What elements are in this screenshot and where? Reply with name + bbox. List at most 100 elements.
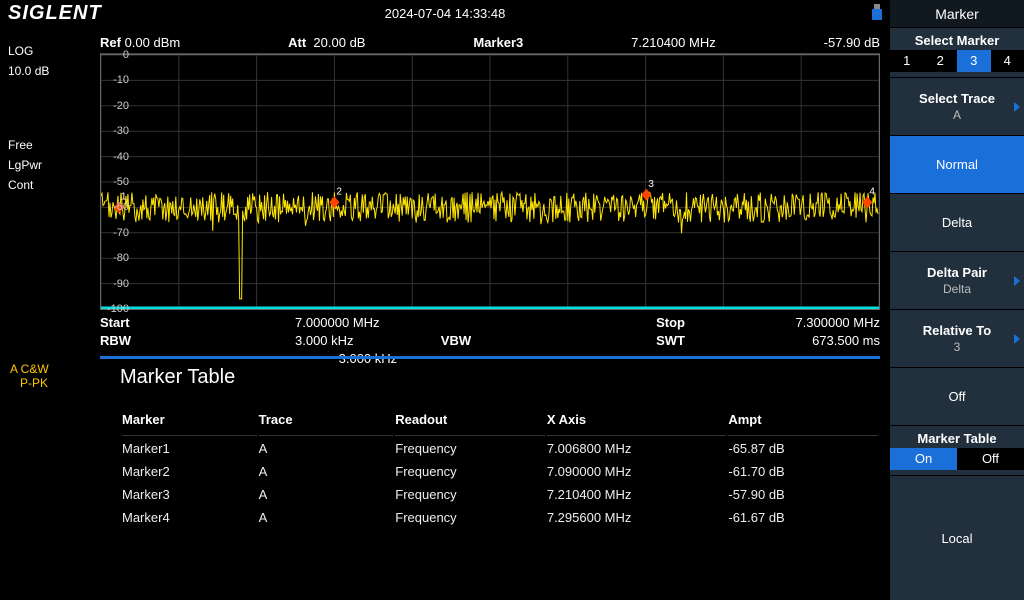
table-cell: Marker3 — [122, 484, 257, 505]
sidebar-title: Marker — [890, 0, 1024, 28]
active-marker-amp: -57.90 dB — [824, 35, 880, 50]
marker-table-header: Marker — [122, 408, 257, 436]
select-marker-label: Select Marker — [890, 33, 1024, 50]
spectrum-plot[interactable]: 0-10-20-30-40-50-60-70-80-90-100 1234 — [100, 54, 880, 310]
normal-label: Normal — [890, 157, 1024, 172]
table-cell: Frequency — [395, 438, 545, 459]
delta-pair-label: Delta Pair — [890, 265, 1024, 280]
relative-to-sub: 3 — [890, 340, 1024, 354]
plot-marker-label: 3 — [648, 179, 654, 190]
y-tick-label: -90 — [113, 278, 129, 290]
table-cell: 7.210400 MHz — [547, 484, 727, 505]
divider-bar — [100, 356, 880, 359]
plot-area: Ref 0.00 dBm Att 20.00 dB Marker3 7.2104… — [100, 32, 880, 354]
table-cell: 7.090000 MHz — [547, 461, 727, 482]
chevron-right-icon — [1014, 102, 1020, 112]
table-cell: A — [259, 461, 394, 482]
y-tick-label: -100 — [107, 303, 129, 315]
start-value: 7.000000 MHz — [295, 315, 380, 330]
ref-value: 0.00 dBm — [125, 35, 181, 50]
plot-marker[interactable] — [641, 189, 651, 201]
y-tick-label: -60 — [113, 201, 129, 213]
att-label: Att — [288, 35, 306, 50]
trace-accent: A C&W P-PK — [0, 362, 49, 390]
vbw-label: VBW — [441, 333, 471, 348]
start-label: Start — [100, 315, 130, 330]
y-mode: LOG — [8, 44, 92, 58]
table-cell: Marker4 — [122, 507, 257, 528]
y-tick-label: -20 — [113, 100, 129, 112]
marker-table: MarkerTraceReadoutX AxisAmpt Marker1AFre… — [120, 406, 880, 530]
usb-icon — [872, 4, 882, 20]
table-cell: A — [259, 438, 394, 459]
stop-value: 7.300000 MHz — [795, 315, 880, 330]
plot-marker-label: 2 — [336, 186, 342, 197]
y-tick-label: -50 — [113, 176, 129, 188]
table-cell: A — [259, 507, 394, 528]
brand-logo: SIGLENT — [0, 2, 102, 25]
marker-table-header: Readout — [395, 408, 545, 436]
chevron-right-icon — [1014, 334, 1020, 344]
marker-table-tabs: OnOff — [890, 448, 1024, 470]
select-trace-value: A — [890, 108, 1024, 122]
plot-footer: Start 7.000000 MHz Stop 7.300000 MHz RBW… — [100, 310, 880, 368]
active-marker-freq: 7.210400 MHz — [631, 35, 716, 50]
sweep-mode: Cont — [8, 178, 92, 192]
ref-label: Ref — [100, 35, 121, 50]
detector-mode: LgPwr — [8, 158, 92, 172]
y-axis-labels: 0-10-20-30-40-50-60-70-80-90-100 — [99, 55, 133, 309]
table-row: Marker3AFrequency7.210400 MHz-57.90 dB — [122, 484, 878, 505]
table-cell: 7.295600 MHz — [547, 507, 727, 528]
normal-button[interactable]: Normal — [890, 136, 1024, 194]
table-cell: -57.90 dB — [728, 484, 878, 505]
plot-header: Ref 0.00 dBm Att 20.00 dB Marker3 7.2104… — [100, 32, 880, 54]
stop-label: Stop — [656, 315, 685, 330]
marker-table-title: Marker Table — [120, 366, 235, 389]
table-cell: Frequency — [395, 484, 545, 505]
delta-label: Delta — [890, 215, 1024, 230]
marker-table-tab[interactable]: Off — [957, 448, 1024, 470]
marker-table-toggle: Marker Table OnOff — [890, 426, 1024, 476]
select-marker-tab[interactable]: 4 — [991, 50, 1024, 72]
local-button[interactable]: Local — [890, 476, 1024, 600]
y-scale: 10.0 dB — [8, 64, 92, 78]
table-cell: -61.67 dB — [728, 507, 878, 528]
local-label: Local — [941, 531, 972, 546]
relative-to-button[interactable]: Relative To 3 — [890, 310, 1024, 368]
select-marker-panel: Select Marker 1234 — [890, 28, 1024, 78]
table-cell: -65.87 dB — [728, 438, 878, 459]
select-marker-tab[interactable]: 3 — [957, 50, 991, 72]
marker-table-header: Ampt — [728, 408, 878, 436]
delta-pair-button[interactable]: Delta Pair Delta — [890, 252, 1024, 310]
top-bar: SIGLENT 2024-07-04 14:33:48 — [0, 0, 890, 26]
active-marker-name: Marker3 — [473, 35, 523, 50]
table-cell: A — [259, 484, 394, 505]
swt-label: SWT — [656, 333, 685, 348]
plot-marker-label: 4 — [869, 186, 875, 197]
plot-svg: 1234 — [101, 55, 879, 309]
delta-pair-sub: Delta — [890, 282, 1024, 296]
y-tick-label: 0 — [123, 49, 129, 61]
marker-table-tab[interactable]: On — [890, 448, 957, 470]
trigger-mode: Free — [8, 138, 92, 152]
trace-accent-line1: A C&W — [10, 362, 49, 376]
swt-value: 673.500 ms — [812, 333, 880, 348]
off-label: Off — [890, 389, 1024, 404]
delta-button[interactable]: Delta — [890, 194, 1024, 252]
table-row: Marker4AFrequency7.295600 MHz-61.67 dB — [122, 507, 878, 528]
marker-table-toggle-label: Marker Table — [890, 431, 1024, 448]
rbw-label: RBW — [100, 333, 131, 348]
marker-table-header: X Axis — [547, 408, 727, 436]
table-row: Marker1AFrequency7.006800 MHz-65.87 dB — [122, 438, 878, 459]
table-cell: -61.70 dB — [728, 461, 878, 482]
select-marker-tab[interactable]: 1 — [890, 50, 924, 72]
table-row: Marker2AFrequency7.090000 MHz-61.70 dB — [122, 461, 878, 482]
table-cell: Frequency — [395, 507, 545, 528]
select-trace-button[interactable]: Select Trace A — [890, 78, 1024, 136]
marker-table-header: Trace — [259, 408, 394, 436]
chevron-right-icon — [1014, 276, 1020, 286]
off-button[interactable]: Off — [890, 368, 1024, 426]
y-tick-label: -70 — [113, 227, 129, 239]
table-cell: Frequency — [395, 461, 545, 482]
select-marker-tab[interactable]: 2 — [924, 50, 958, 72]
